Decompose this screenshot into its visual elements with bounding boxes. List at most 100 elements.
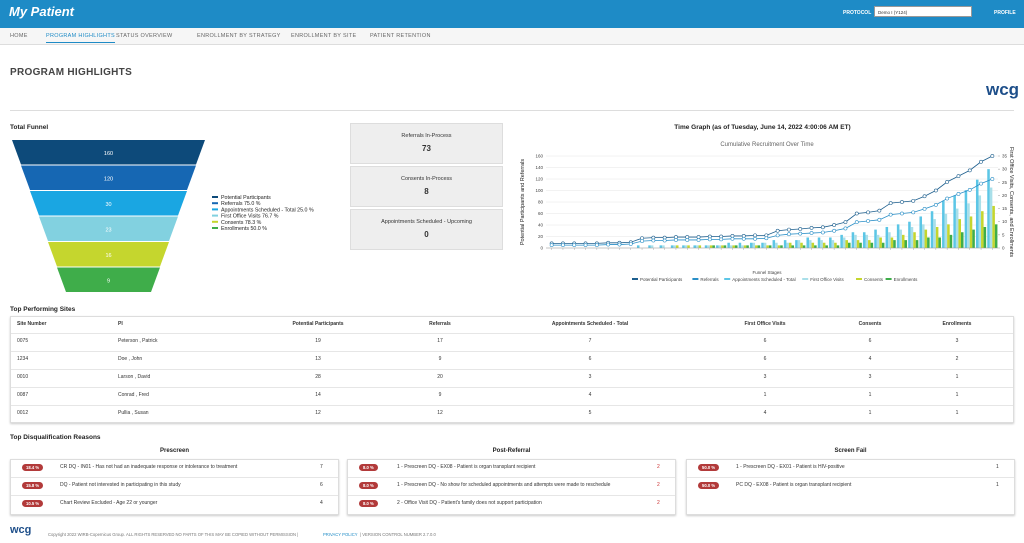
bar — [859, 242, 862, 248]
point — [956, 192, 961, 196]
bar — [949, 234, 953, 248]
bar — [845, 240, 848, 248]
table-cell: 3 — [868, 374, 872, 380]
point — [900, 211, 904, 216]
bar — [924, 229, 928, 248]
bar — [806, 237, 810, 248]
nav-link[interactable]: PATIENT RETENTION — [370, 33, 431, 39]
bar — [874, 229, 877, 248]
card-value: 73 — [422, 144, 431, 153]
table-cell: 7 — [588, 338, 592, 344]
funnel-chart: 160 Potential Participants 120 Referrals 75… — [12, 140, 314, 292]
point — [843, 226, 848, 231]
bar — [814, 245, 817, 248]
bar — [908, 221, 911, 248]
footer-privacy[interactable]: PRIVACY POLICY — [323, 532, 358, 537]
reason-text: PC DQ - EX08 - Patient is organ transpla… — [736, 482, 852, 488]
legend-swatch — [856, 278, 862, 280]
protocol-select[interactable]: Demo I (Y124) — [874, 6, 972, 17]
logo: wcg — [986, 80, 1020, 99]
row-divider — [11, 405, 1013, 406]
nav-link[interactable]: ENROLLMENT BY STRATEGY — [197, 33, 281, 39]
bar — [967, 203, 970, 248]
bar — [933, 219, 936, 248]
y-tick-label: 0 — [540, 246, 543, 251]
table-cell: 1 — [868, 392, 872, 398]
legend-label: Referrals 75.0 % — [221, 201, 261, 207]
divider — [10, 110, 1014, 111]
point — [662, 238, 667, 243]
bar — [915, 240, 919, 248]
bar — [734, 245, 738, 248]
bar — [840, 234, 843, 248]
bar — [718, 245, 722, 248]
point — [798, 231, 803, 236]
bar — [834, 242, 837, 248]
reason-count: 2 — [657, 464, 660, 470]
reason-text: 1 - Prescreen DQ - EX08 - Patient is org… — [397, 464, 536, 470]
table-cell: 6 — [588, 356, 592, 362]
reason-count: 1 — [996, 482, 999, 488]
stat-card: Appointments Scheduled - Upcoming 0 — [350, 209, 503, 250]
row-divider — [11, 333, 1013, 334]
bar — [675, 245, 679, 248]
nav-link[interactable]: STATUS OVERVIEW — [116, 33, 173, 39]
point — [764, 236, 769, 241]
table-cell: 19 — [315, 338, 321, 344]
table-cell: 3 — [955, 338, 959, 344]
funnel-value: 30 — [105, 202, 111, 208]
page-title: PROGRAM HIGHLIGHTS — [10, 67, 133, 78]
y-tick-label: 100 — [535, 188, 543, 193]
reason-panel — [686, 459, 1015, 515]
point — [967, 188, 972, 192]
y-tick-label: 60 — [538, 211, 544, 216]
bar — [768, 245, 772, 248]
table-cell: 9 — [438, 356, 442, 362]
bar — [964, 190, 968, 248]
point — [651, 238, 656, 243]
bar — [704, 245, 708, 248]
table-cell: 13 — [315, 356, 321, 362]
table-cell: Consents — [858, 321, 882, 327]
point — [820, 230, 825, 235]
legend-label: Consents — [864, 277, 884, 282]
point — [730, 236, 735, 241]
nav-link[interactable]: HOME — [10, 33, 28, 39]
nav-link[interactable]: ENROLLMENT BY SITE — [291, 33, 357, 39]
legend-swatch — [885, 278, 892, 280]
bar — [693, 245, 697, 248]
bar — [919, 216, 923, 248]
bar — [927, 237, 930, 248]
nav-link[interactable]: PROGRAM HIGHLIGHTS — [46, 33, 115, 43]
legend-label: Enrollments — [894, 277, 919, 282]
point — [990, 177, 995, 181]
bar — [687, 245, 690, 248]
bar — [978, 195, 982, 248]
bar — [899, 229, 902, 248]
bar — [893, 240, 896, 248]
legend-label: Appointments Scheduled - Total 25.0 % — [221, 207, 314, 213]
stat-card: Referrals In-Process 73 — [350, 123, 503, 164]
point — [617, 242, 622, 247]
funnel-stage — [39, 216, 178, 241]
profile-link[interactable]: PROFILE — [994, 10, 1016, 16]
bar — [727, 242, 730, 248]
point — [933, 202, 938, 207]
bar — [729, 245, 733, 248]
section-title: Top Performing Sites — [10, 306, 76, 313]
footer-logo: wcg — [10, 524, 32, 536]
bar — [716, 245, 719, 248]
point — [866, 210, 870, 215]
card-label: Appointments Scheduled - Upcoming — [381, 219, 472, 225]
bar — [942, 200, 945, 248]
bar — [938, 237, 941, 248]
bar — [922, 224, 925, 248]
reason-text: 1 - Prescreen DQ - No show for scheduled… — [397, 482, 611, 488]
table-cell: 3 — [588, 374, 592, 380]
bar — [896, 224, 900, 248]
point — [572, 243, 577, 248]
y2-axis-label: First Office Visits, Consents, and Enrol… — [1008, 147, 1014, 257]
table-cell: 2 — [955, 356, 959, 362]
funnel-stage — [48, 242, 169, 267]
